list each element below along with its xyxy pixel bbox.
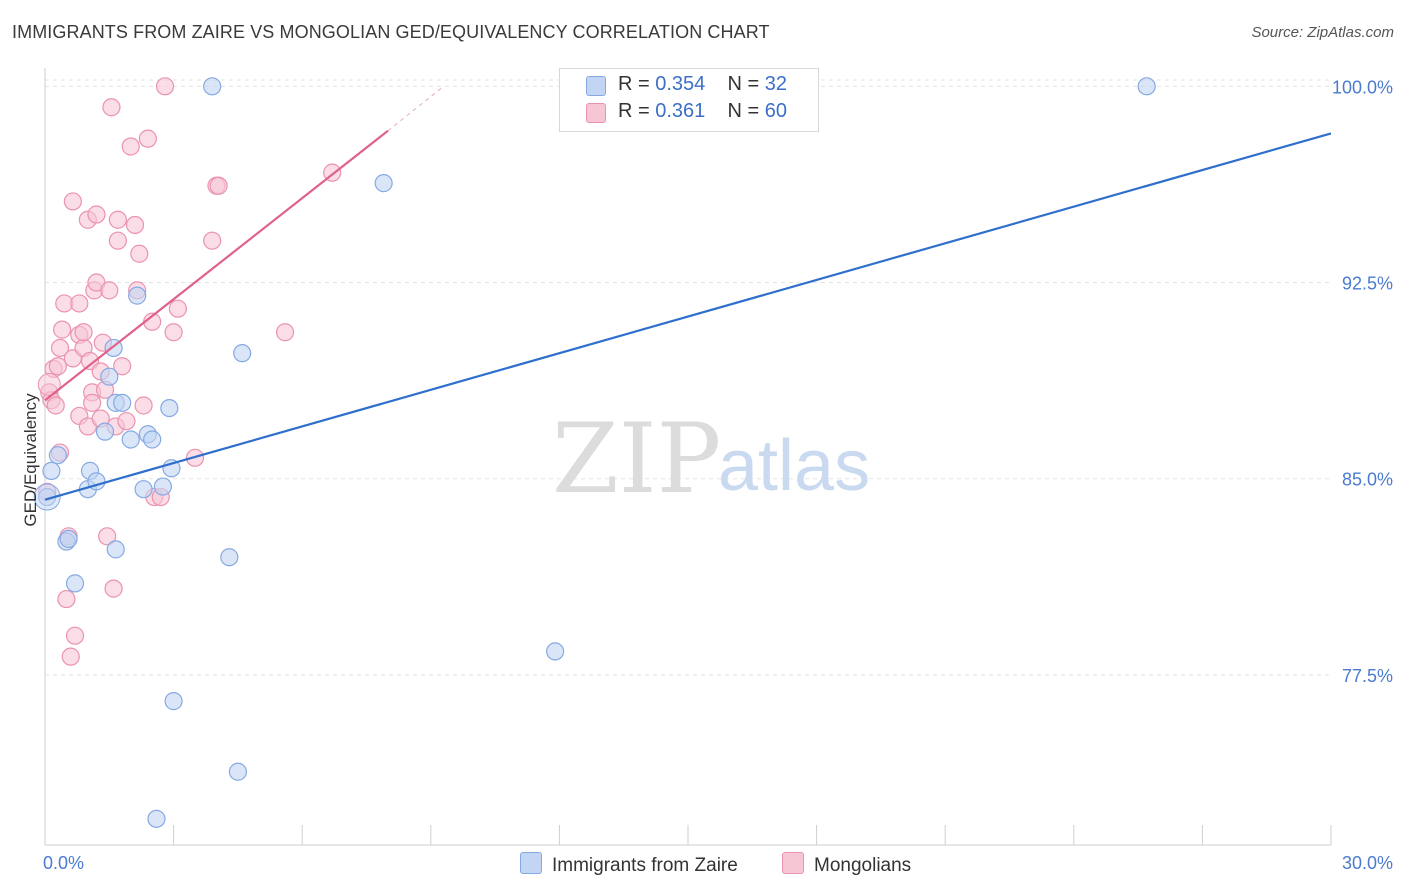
bottom-legend-label-zaire: Immigrants from Zaire <box>552 855 738 876</box>
axes <box>44 68 1332 846</box>
mongolians-point <box>63 192 82 211</box>
y-tick-label: 85.0% <box>1342 470 1393 490</box>
y-tick-label: 100.0% <box>1332 77 1393 97</box>
bottom-legend-label-mongolians: Mongolians <box>814 855 912 876</box>
bottom-legend-swatch-mongolians <box>782 852 804 874</box>
legend-r-label: R = <box>618 73 650 95</box>
watermark-atlas: atlas <box>718 426 870 506</box>
mongolians-point <box>74 323 93 342</box>
series-immigrants-from-zaire <box>33 77 1156 828</box>
mongolians-point <box>130 244 149 263</box>
bottom-legend-mongolians: Mongolians <box>782 852 911 877</box>
watermark-zip: ZIP <box>552 403 721 515</box>
series-mongolians <box>37 77 342 666</box>
mongolians-point <box>168 299 187 318</box>
zaire-point <box>106 540 125 559</box>
zaire-point <box>100 367 119 386</box>
x-tick-label: 0.0% <box>43 853 84 873</box>
zaire-point <box>59 529 78 549</box>
mongolians-point-cluster <box>37 373 61 397</box>
mongolians-point <box>83 393 102 412</box>
mongolians-point <box>164 323 183 342</box>
grid-lines <box>45 79 1331 676</box>
mongolians-point <box>121 137 140 156</box>
source-label: Source: ZipAtlas.com <box>1251 24 1394 41</box>
legend-n-value: 60 <box>764 100 788 122</box>
mongolians-point <box>113 357 132 376</box>
y-tick-label: 92.5% <box>1342 274 1393 294</box>
zaire-point <box>160 399 179 418</box>
bottom-legend-zaire: Immigrants from Zaire <box>520 852 738 877</box>
mongolians-point <box>48 357 67 376</box>
legend-r-label: R = <box>618 100 650 122</box>
legend-n-label: N = <box>727 73 760 95</box>
legend-box: R = 0.354 N = 32 R = 0.361 N = 60 <box>559 68 819 132</box>
mongolians-point <box>50 338 70 358</box>
zaire-point <box>203 77 222 96</box>
zaire-point <box>233 344 252 363</box>
mongolians-point <box>87 205 106 224</box>
zaire-point <box>65 574 85 593</box>
mongolians-point <box>65 626 85 645</box>
mongolians-point <box>61 647 80 666</box>
y-tick-label: 77.5% <box>1342 666 1393 686</box>
mongolians-point <box>100 281 119 300</box>
legend-r-value: 0.361 <box>655 100 706 122</box>
y-axis-label: GED/Equivalency <box>21 393 40 527</box>
mongolians-point <box>98 527 117 546</box>
zaire-point <box>147 809 166 828</box>
mongolians-point <box>134 396 153 415</box>
legend-n-label: N = <box>727 100 760 122</box>
mongolians-point <box>203 231 222 250</box>
mongolians-point <box>138 129 157 148</box>
zaire-point <box>153 477 172 496</box>
mongolians-point <box>70 294 89 313</box>
mongolians-point <box>275 323 295 342</box>
watermark: ZIP atlas <box>552 403 870 515</box>
legend-swatch-zaire <box>586 76 606 96</box>
zaire-point <box>546 642 565 661</box>
trend-lines <box>44 85 1332 501</box>
zaire-point <box>42 461 61 480</box>
mongolians-point <box>155 77 175 96</box>
zaire-point <box>95 422 115 441</box>
mongolians-point <box>117 412 136 431</box>
zaire-point <box>48 446 67 465</box>
mongolians-point <box>46 396 65 415</box>
legend-n-value: 32 <box>764 73 788 95</box>
mongolians-point <box>209 176 228 195</box>
zaire-point <box>134 480 153 499</box>
mongolians-point <box>108 210 127 229</box>
zaire-point <box>228 762 247 781</box>
zaire-point-cluster <box>33 483 61 511</box>
mongolians-point <box>125 215 145 235</box>
x-tick-label: 30.0% <box>1342 853 1393 873</box>
mongolians-point <box>108 231 127 250</box>
zaire-point <box>164 692 183 711</box>
mongolians-point <box>104 579 123 598</box>
legend-r-value: 0.354 <box>655 73 706 95</box>
zaire-point <box>374 174 393 193</box>
legend-swatch-mongolians <box>586 103 606 123</box>
zaire-point <box>220 548 239 567</box>
zaire-point <box>143 430 162 449</box>
tick-labels: 77.5% 85.0% 92.5% 100.0% 0.0% 30.0% <box>43 77 1393 873</box>
mongolians-point <box>102 98 121 117</box>
mongolians-point <box>53 320 72 339</box>
bottom-legend-swatch-zaire <box>520 852 542 874</box>
mongolians-trend-extension <box>387 85 445 132</box>
mongolians-trend-line <box>44 129 389 402</box>
mongolians-point <box>57 589 76 609</box>
zaire-point <box>128 286 147 305</box>
chart-title: IMMIGRANTS FROM ZAIRE VS MONGOLIAN GED/E… <box>12 22 770 42</box>
zaire-trend-line <box>44 132 1332 501</box>
zaire-point <box>1137 77 1156 96</box>
zaire-point <box>121 430 140 449</box>
zaire-point <box>113 393 132 412</box>
